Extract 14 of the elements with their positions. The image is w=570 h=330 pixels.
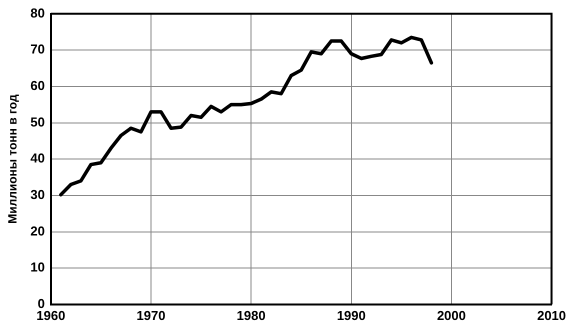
y-tick-label: 20 — [30, 223, 45, 238]
x-tick-label: 2000 — [436, 308, 466, 323]
x-tick-label: 2010 — [537, 308, 566, 323]
y-tick-label: 50 — [30, 114, 45, 130]
y-tick-label: 40 — [30, 150, 45, 166]
x-tick-label: 1980 — [236, 308, 266, 323]
y-tick-label: 60 — [30, 78, 45, 94]
y-axis-title: Миллионы тонн в год — [6, 94, 20, 224]
y-tick-label: 10 — [30, 260, 45, 275]
y-tick-label: 80 — [30, 5, 45, 20]
x-tick-label: 1970 — [136, 308, 166, 323]
y-tick-label: 30 — [30, 187, 45, 202]
y-tick-label: 70 — [30, 42, 45, 57]
x-tick-label: 1990 — [336, 308, 366, 323]
